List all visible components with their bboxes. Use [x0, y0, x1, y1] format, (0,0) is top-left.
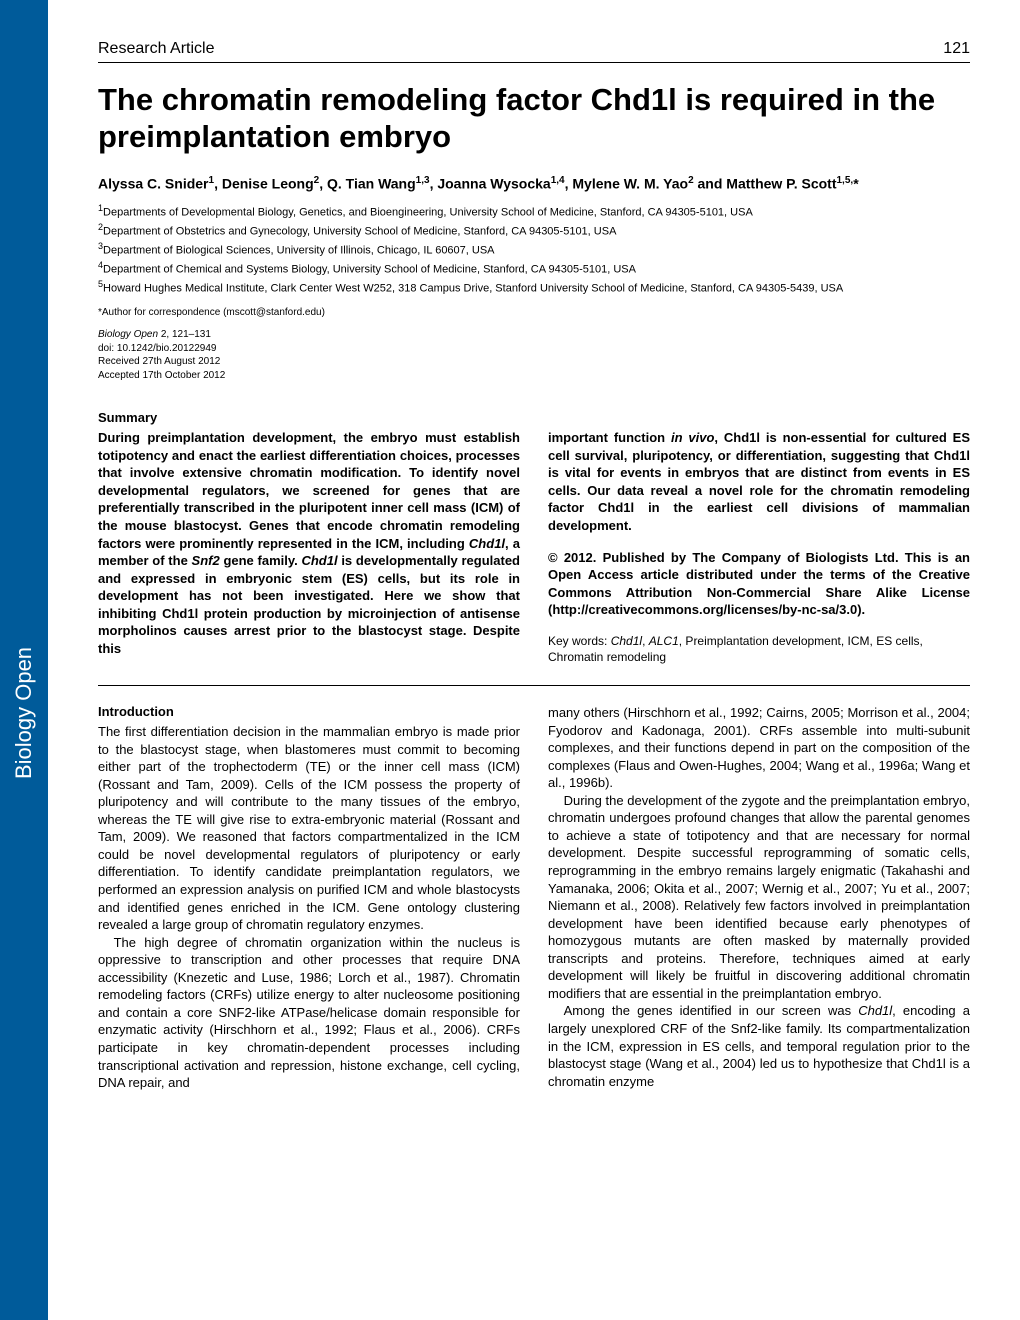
intro-text-left: The first differentiation decision in th… [98, 723, 520, 1091]
section-divider [98, 685, 970, 686]
summary-columns: During preimplantation development, the … [98, 429, 970, 665]
article-meta: Biology Open 2, 121–131doi: 10.1242/bio.… [98, 328, 970, 382]
page-number: 121 [943, 40, 970, 58]
article-title: The chromatin remodeling factor Chd1l is… [98, 81, 970, 155]
introduction-label: Introduction [98, 704, 520, 719]
summary-text-right: important function in vivo, Chd1l is non… [548, 429, 970, 534]
summary-text-left: During preimplantation development, the … [98, 429, 520, 657]
article-page: Research Article 121 The chromatin remod… [48, 0, 1020, 1320]
author-list: Alyssa C. Snider1, Denise Leong2, Q. Tia… [98, 175, 970, 192]
intro-col-left: Introduction The first differentiation d… [98, 704, 520, 1091]
journal-sidebar: Biology Open [0, 0, 48, 1320]
summary-col-right: important function in vivo, Chd1l is non… [548, 429, 970, 665]
summary-col-left: During preimplantation development, the … [98, 429, 520, 665]
intro-columns: Introduction The first differentiation d… [98, 704, 970, 1091]
journal-name: Biology Open [11, 647, 37, 779]
header-row: Research Article 121 [98, 40, 970, 63]
correspondence: *Author for correspondence (mscott@stanf… [98, 307, 970, 318]
article-type: Research Article [98, 40, 215, 58]
summary-label: Summary [98, 410, 970, 425]
intro-col-right: many others (Hirschhorn et al., 1992; Ca… [548, 704, 970, 1091]
copyright-text: © 2012. Published by The Company of Biol… [548, 549, 970, 619]
affiliations: 1Departments of Developmental Biology, G… [98, 202, 970, 297]
intro-text-right: many others (Hirschhorn et al., 1992; Ca… [548, 704, 970, 1090]
keywords: Key words: Chd1l, ALC1, Preimplantation … [548, 633, 970, 665]
